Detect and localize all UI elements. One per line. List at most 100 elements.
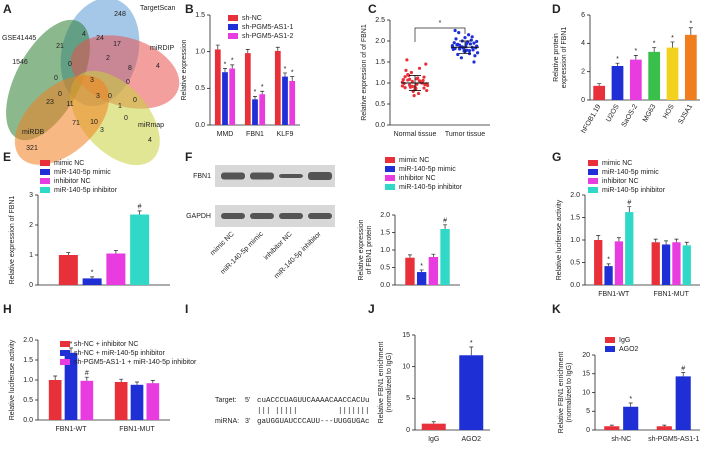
x-tick-label: hFOB1.19 <box>580 103 602 134</box>
dot <box>404 68 408 72</box>
region-count: 10 <box>90 119 98 126</box>
legend-swatch <box>228 24 238 30</box>
bar <box>594 240 603 285</box>
dot <box>406 78 410 82</box>
error-bar <box>615 62 620 66</box>
y-tick-label: 1.0 <box>23 377 33 384</box>
region-count: 0 <box>133 97 137 104</box>
panel-letter: F <box>185 150 192 164</box>
significance-mark: * <box>284 66 287 73</box>
y-tick-label: 20 <box>582 352 590 359</box>
y-tick-label: 1.5 <box>375 59 385 66</box>
sequence: gaUGGUAUCCCAUU---UUGGUGAc <box>257 418 370 426</box>
bar <box>289 81 296 125</box>
set-ellipse <box>14 75 110 165</box>
y-tick-label: 0.0 <box>23 417 33 424</box>
dot <box>403 75 407 79</box>
legend-label: AGO2 <box>619 346 639 353</box>
legend-label: inhibitor NC <box>602 178 639 185</box>
region-count: 24 <box>96 35 104 42</box>
dot <box>459 56 463 60</box>
lane-label: mimic NC <box>209 231 235 257</box>
error-bar <box>245 49 250 54</box>
lane-label: inhibitor NC <box>263 231 294 262</box>
dot <box>426 83 430 88</box>
legend-label: mimic NC <box>602 160 632 167</box>
error-bar <box>407 254 412 258</box>
significance-mark: * <box>616 56 619 63</box>
y-tick-label: 5 <box>586 408 590 415</box>
error-bar <box>290 76 295 81</box>
error-bar <box>627 206 632 213</box>
x-tick-label: sh-NC <box>611 436 631 443</box>
legend-swatch <box>588 187 598 193</box>
dot <box>472 41 476 45</box>
y-tick-label: 0.0 <box>380 282 390 289</box>
significance-mark: * <box>420 263 423 270</box>
error-bar <box>443 224 448 229</box>
significance-mark: * <box>671 35 674 42</box>
legend-swatch <box>40 187 50 193</box>
y-axis-label: Relative luciferase activity <box>9 339 16 420</box>
significance-mark: * <box>607 257 610 264</box>
region-count: 3 <box>100 127 104 134</box>
dot <box>457 30 461 35</box>
y-axis-label: (normalized to IgG) <box>386 353 393 413</box>
bar <box>130 214 150 285</box>
y-axis-label: Relative expression <box>181 39 188 100</box>
significance-bracket <box>414 27 466 42</box>
x-tick-label: FBN1-WT <box>598 291 630 298</box>
panel-letter: B <box>185 2 194 16</box>
legend-swatch <box>40 178 50 184</box>
panel-letter: I <box>185 302 188 316</box>
legend-swatch <box>60 341 70 347</box>
bar <box>682 245 691 285</box>
dot <box>458 47 462 51</box>
y-tick-label: 1.0 <box>375 80 385 87</box>
y-tick-label: 4 <box>581 40 585 47</box>
error-bar <box>653 238 658 243</box>
y-tick-label: 0.5 <box>570 259 580 266</box>
error-bar <box>53 375 58 380</box>
error-bar <box>662 424 667 427</box>
dot <box>463 36 467 40</box>
dot <box>410 79 414 83</box>
y-axis-label: (normalized to IgG) <box>566 363 573 423</box>
bar <box>82 278 102 285</box>
legend-label: miR-140-5p mimic <box>399 166 456 173</box>
bar <box>48 380 62 420</box>
y-tick-label: 1.5 <box>380 229 390 236</box>
dot <box>453 28 457 33</box>
dot <box>475 39 479 44</box>
panel-letter: E <box>3 150 11 164</box>
y-tick-label: 5 <box>406 395 410 402</box>
dot <box>451 47 455 52</box>
y-tick-label: 0.0 <box>570 282 580 289</box>
blot-strip <box>215 205 335 227</box>
y-tick-label: 1 <box>29 252 33 259</box>
error-bar <box>119 378 124 382</box>
significance-mark: * <box>470 340 473 347</box>
dot <box>422 75 426 79</box>
y-tick-label: 2.0 <box>380 212 390 219</box>
y-tick-label: 0.5 <box>23 397 33 404</box>
y-tick-label: 15 <box>402 332 410 339</box>
region-count: 0 <box>124 115 128 122</box>
dot <box>401 78 405 82</box>
y-tick-label: 1.5 <box>195 12 205 19</box>
y-tick-label: 3 <box>29 192 33 199</box>
x-tick-label: FBN1 <box>246 131 264 138</box>
dot <box>454 37 458 41</box>
legend-label: sh-PGM5-AS1-1 <box>242 24 293 31</box>
error-bar <box>674 238 679 243</box>
bar <box>106 253 126 285</box>
x-tick-label: FBN1-MUT <box>119 426 155 433</box>
dot <box>423 83 427 87</box>
y-tick-label: 0.0 <box>195 122 205 129</box>
dot <box>424 62 428 66</box>
bar <box>405 257 415 285</box>
x-tick-label: SJSA1 <box>677 103 694 125</box>
error-bar <box>597 83 602 86</box>
y-axis-label: Relative expression of of FBN1 <box>361 24 368 121</box>
